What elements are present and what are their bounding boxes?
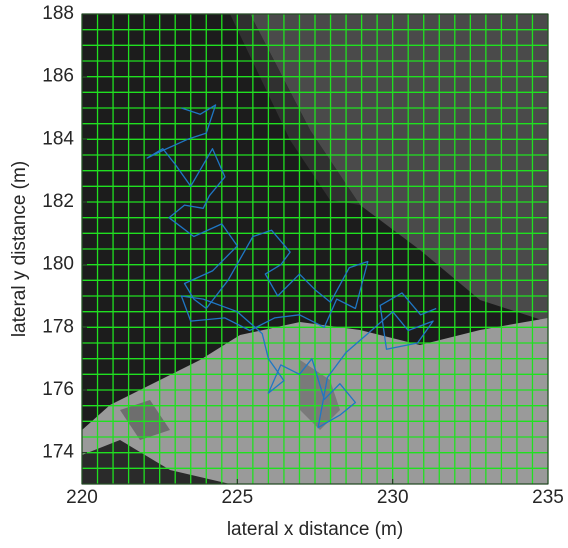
x-tick-label: 220 — [66, 487, 98, 508]
x-axis-label: lateral x distance (m) — [227, 519, 403, 540]
y-tick-label: 176 — [42, 379, 74, 400]
y-tick-label: 188 — [42, 3, 74, 24]
y-tick-label: 174 — [42, 442, 74, 463]
y-tick-label: 186 — [42, 66, 74, 87]
x-tick-label: 225 — [221, 487, 253, 508]
x-tick-label: 235 — [532, 487, 564, 508]
y-tick-label: 182 — [42, 191, 74, 212]
grid — [81, 13, 549, 485]
y-tick-label: 178 — [42, 316, 74, 337]
trajectory-line — [146, 104, 437, 429]
y-axis-label: lateral y distance (m) — [9, 161, 30, 337]
y-tick-label: 180 — [42, 254, 74, 275]
y-tick-label: 184 — [42, 128, 74, 149]
plot-frame — [81, 13, 549, 485]
x-tick-label: 230 — [377, 487, 409, 508]
